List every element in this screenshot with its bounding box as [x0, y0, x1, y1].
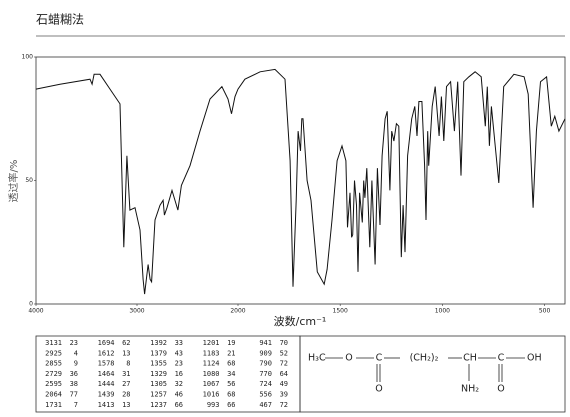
atom: H₃C — [308, 353, 326, 364]
peak-transmittance: 43 — [175, 349, 183, 357]
peak-wavenumber: 1067 — [203, 380, 220, 388]
peak-wavenumber: 1464 — [98, 370, 115, 378]
peak-wavenumber: 1257 — [150, 391, 167, 399]
peak-wavenumber: 1329 — [150, 370, 167, 378]
peak-wavenumber: 1305 — [150, 380, 167, 388]
x-tick-label: 2000 — [230, 308, 245, 315]
peak-wavenumber: 1578 — [98, 360, 115, 368]
peak-wavenumber: 467 — [259, 401, 272, 409]
peak-wavenumber: 1444 — [98, 380, 115, 388]
x-tick-label: 1500 — [333, 308, 348, 315]
peak-wavenumber: 724 — [259, 380, 272, 388]
chart-title: 石蜡糊法 — [36, 12, 84, 27]
peak-transmittance: 32 — [175, 380, 183, 388]
atom: C — [376, 353, 383, 364]
peak-transmittance: 72 — [280, 360, 288, 368]
peak-wavenumber: 1694 — [98, 339, 115, 347]
peak-wavenumber: 941 — [259, 339, 272, 347]
peak-transmittance: 70 — [280, 339, 288, 347]
peak-transmittance: 27 — [122, 380, 130, 388]
peak-transmittance: 38 — [70, 380, 78, 388]
peak-wavenumber: 1080 — [203, 370, 220, 378]
peak-transmittance: 34 — [227, 370, 235, 378]
peak-transmittance: 52 — [280, 349, 288, 357]
atom: (CH₂)₂ — [410, 353, 439, 364]
peak-wavenumber: 993 — [207, 401, 220, 409]
peak-transmittance: 16 — [175, 370, 183, 378]
peak-transmittance: 9 — [74, 360, 78, 368]
atom: C — [498, 353, 505, 364]
peak-transmittance: 13 — [122, 349, 130, 357]
peak-wavenumber: 1183 — [203, 349, 220, 357]
peak-wavenumber: 2729 — [45, 370, 62, 378]
peak-transmittance: 4 — [74, 349, 78, 357]
structure-frame — [299, 335, 566, 413]
atom: O — [345, 353, 352, 364]
peak-wavenumber: 3131 — [45, 339, 62, 347]
atom: O — [375, 384, 382, 395]
peak-wavenumber: 1439 — [98, 391, 115, 399]
peak-transmittance: 68 — [227, 360, 235, 368]
peak-transmittance: 33 — [175, 339, 183, 347]
peak-transmittance: 62 — [122, 339, 130, 347]
structure-bonds — [325, 357, 525, 382]
peak-transmittance: 49 — [280, 380, 288, 388]
atom: CH — [463, 353, 477, 364]
y-tick-label: 0 — [29, 301, 33, 308]
peak-wavenumber: 790 — [259, 360, 272, 368]
peak-transmittance: 21 — [227, 349, 235, 357]
peak-wavenumber: 1392 — [150, 339, 167, 347]
peak-wavenumber: 2064 — [45, 391, 62, 399]
peak-wavenumber: 2595 — [45, 380, 62, 388]
peak-transmittance: 46 — [175, 391, 183, 399]
peak-transmittance: 28 — [122, 391, 130, 399]
peak-transmittance: 66 — [175, 401, 183, 409]
peak-wavenumber: 2925 — [45, 349, 62, 357]
structure: H₃C O C O (CH₂)₂ CH NH₂ C O OH — [308, 353, 542, 395]
plot-frame — [35, 56, 566, 305]
peak-transmittance: 72 — [280, 401, 288, 409]
x-tick-label: 4000 — [28, 308, 43, 315]
y-tick-label: 50 — [25, 177, 33, 184]
peak-wavenumber: 1731 — [45, 401, 62, 409]
peak-transmittance: 23 — [70, 339, 78, 347]
peak-wavenumber: 556 — [259, 391, 272, 399]
peak-wavenumber: 1124 — [203, 360, 220, 368]
peak-transmittance: 68 — [227, 391, 235, 399]
peak-wavenumber: 770 — [259, 370, 272, 378]
y-axis-label: 透过率/% — [7, 160, 20, 203]
spectrum — [35, 68, 566, 295]
peak-wavenumber: 1201 — [203, 339, 220, 347]
peak-wavenumber: 2855 — [45, 360, 62, 368]
peak-transmittance: 36 — [70, 370, 78, 378]
x-tick-label: 500 — [539, 308, 551, 315]
peak-wavenumber: 1379 — [150, 349, 167, 357]
peak-transmittance: 77 — [70, 391, 78, 399]
atom: O — [497, 384, 504, 395]
x-axis-label: 波数/cm⁻¹ — [274, 315, 327, 328]
x-tick-label: 1000 — [435, 308, 450, 315]
atom: NH₂ — [461, 384, 479, 395]
peak-transmittance: 8 — [126, 360, 130, 368]
peak-transmittance: 13 — [122, 401, 130, 409]
peak-transmittance: 23 — [175, 360, 183, 368]
peak-wavenumber: 1413 — [98, 401, 115, 409]
peak-wavenumber: 909 — [259, 349, 272, 357]
peak-transmittance: 31 — [122, 370, 130, 378]
peak-wavenumber: 1612 — [98, 349, 115, 357]
x-tick-label: 3000 — [129, 308, 144, 315]
y-tick-label: 100 — [22, 54, 34, 61]
peak-wavenumber: 1355 — [150, 360, 167, 368]
peak-transmittance: 64 — [280, 370, 288, 378]
peak-transmittance: 66 — [227, 401, 235, 409]
atom: OH — [527, 353, 542, 364]
peak-transmittance: 56 — [227, 380, 235, 388]
peak-wavenumber: 1016 — [203, 391, 220, 399]
peak-wavenumber: 1237 — [150, 401, 167, 409]
peak-transmittance: 7 — [74, 401, 78, 409]
peak-transmittance: 39 — [280, 391, 288, 399]
peak-transmittance: 19 — [227, 339, 235, 347]
